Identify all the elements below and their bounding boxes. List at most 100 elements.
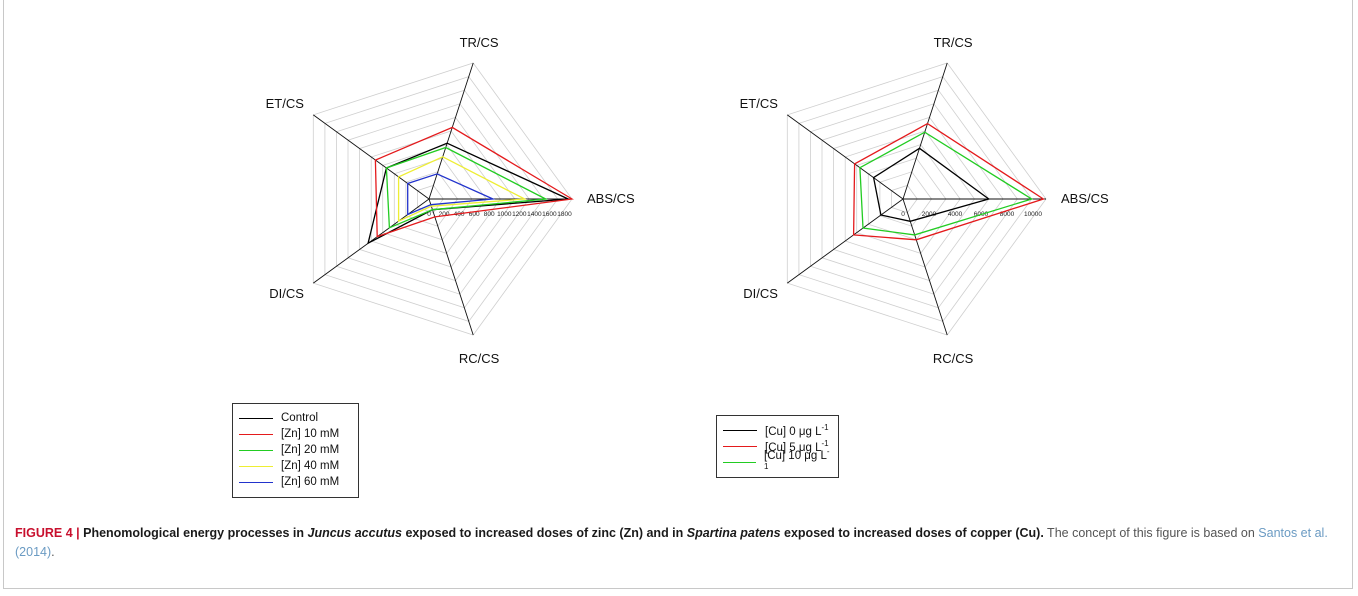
series-line-5 <box>407 173 496 216</box>
tick-label: 1000 <box>497 211 512 218</box>
series-line-2 <box>374 126 574 238</box>
grid-ring <box>370 130 501 268</box>
caption-body: The concept of this figure is based on <box>1043 526 1259 540</box>
legend-swatch <box>723 461 757 463</box>
legend-text: [Cu] 0 μg L <box>765 425 822 438</box>
grid-ring <box>324 76 559 322</box>
axis-label: ABS/CS <box>1061 191 1109 206</box>
grid-ring <box>393 157 473 241</box>
tick-label: 1600 <box>542 211 557 218</box>
tick-label: 0 <box>427 211 431 218</box>
axis-label: TR/CS <box>934 35 973 50</box>
axis-spoke <box>787 198 904 284</box>
grid-ring <box>844 130 975 268</box>
legend-swatch <box>239 449 273 451</box>
legend-superscript: -1 <box>821 438 829 448</box>
axis-label: ABS/CS <box>587 191 635 206</box>
legend-label: [Cu] 0 μg L-1 <box>765 423 829 438</box>
legend-label: [Zn] 10 mM <box>281 428 340 440</box>
legend-item-zn-20: [Zn] 20 mM <box>239 442 352 458</box>
tick-label: 8000 <box>1000 211 1015 218</box>
tick-label: 200 <box>439 211 450 218</box>
series-line-4 <box>397 156 527 223</box>
legend-superscript: -1 <box>821 422 829 432</box>
series-line-3 <box>859 131 1034 236</box>
series-line-2 <box>852 122 1045 241</box>
reference-link[interactable]: Santos et al. (2014) <box>15 526 1328 559</box>
tick-label: 800 <box>484 211 495 218</box>
legend-item-zn-10: [Zn] 10 mM <box>239 426 352 442</box>
grid-ring <box>416 184 444 214</box>
species-name: Spartina patens <box>686 526 781 540</box>
axis-label: RC/CS <box>933 351 974 366</box>
grid-ring <box>312 62 573 336</box>
tick-label: 1200 <box>512 211 527 218</box>
caption-title-text: Phenomological energy processes in <box>83 526 308 540</box>
tick-label: 4000 <box>948 211 963 218</box>
axis-label: ET/CS <box>266 96 305 111</box>
legend-text: [Cu] 10 μg L <box>764 450 827 462</box>
tick-label: 1400 <box>527 211 542 218</box>
legend-item-cu-10: [Cu] 10 μg L-1 <box>723 447 832 471</box>
figure-label: FIGURE 4 | <box>15 526 80 540</box>
axis-spoke <box>902 198 948 336</box>
legend-swatch <box>239 481 273 483</box>
axis-spoke <box>428 198 474 336</box>
grid-ring <box>798 76 1033 322</box>
series-line-3 <box>385 146 548 229</box>
legend-zinc: Control [Zn] 10 mM [Zn] 20 mM [Zn] 40 mM… <box>232 403 359 498</box>
axis-label: RC/CS <box>459 351 500 366</box>
caption-body-end: . <box>51 545 55 559</box>
figure-caption: FIGURE 4 | Phenomological energy process… <box>15 524 1335 562</box>
caption-title-text: exposed to increased doses of zinc (Zn) … <box>401 526 687 540</box>
grid-ring <box>891 184 918 214</box>
tick-label: 600 <box>469 211 480 218</box>
legend-swatch <box>723 445 757 447</box>
grid-ring <box>810 89 1018 309</box>
figure-frame <box>3 0 1353 589</box>
tick-label: 400 <box>454 211 465 218</box>
legend-label: Control <box>281 412 319 424</box>
grid-ring <box>335 89 544 309</box>
grid-ring <box>347 103 530 295</box>
axis-label: TR/CS <box>460 35 499 50</box>
legend-text: [Cu] 5 μg L <box>765 441 822 454</box>
legend-swatch <box>239 465 273 467</box>
caption-title: Phenomological energy processes in Juncu… <box>83 526 1044 540</box>
tick-label: 0 <box>901 211 905 218</box>
grid-ring <box>786 62 1047 336</box>
axis-label: DI/CS <box>269 286 304 301</box>
legend-item-cu-0: [Cu] 0 μg L-1 <box>723 422 832 438</box>
legend-item-zn-60: [Zn] 60 mM <box>239 474 352 490</box>
legend-item-zn-40: [Zn] 40 mM <box>239 458 352 474</box>
legend-swatch <box>239 417 273 419</box>
axis-spoke <box>313 114 430 200</box>
legend-label: [Zn] 20 mM <box>281 444 340 456</box>
caption-title-text: exposed to increased doses of copper (Cu… <box>780 526 1044 540</box>
grid-ring <box>821 103 1004 295</box>
legend-label: [Zn] 60 mM <box>281 476 340 488</box>
axis-spoke <box>428 62 474 200</box>
legend-label: [Zn] 40 mM <box>281 460 340 472</box>
grid-ring <box>879 171 933 227</box>
legend-copper: [Cu] 0 μg L-1 [Cu] 5 μg L-1 [Cu] 10 μg L… <box>716 415 839 478</box>
series-line-1 <box>872 147 991 222</box>
legend-label: [Cu] 5 μg L-1 <box>765 439 829 454</box>
axis-label: DI/CS <box>743 286 778 301</box>
grid-ring <box>382 144 487 254</box>
legend-swatch <box>239 433 273 435</box>
tick-label: 10000 <box>1024 211 1042 218</box>
grid-ring <box>359 116 516 282</box>
axis-label: ET/CS <box>740 96 779 111</box>
tick-label: 1800 <box>557 211 572 218</box>
species-name: Juncus accutus <box>307 526 402 540</box>
legend-item-control: Control <box>239 410 352 426</box>
legend-swatch <box>723 429 757 431</box>
axis-spoke <box>787 114 904 200</box>
legend-label: [Cu] 10 μg L-1 <box>764 447 832 477</box>
legend-item-cu-5: [Cu] 5 μg L-1 <box>723 438 832 454</box>
axis-spoke <box>902 62 948 200</box>
